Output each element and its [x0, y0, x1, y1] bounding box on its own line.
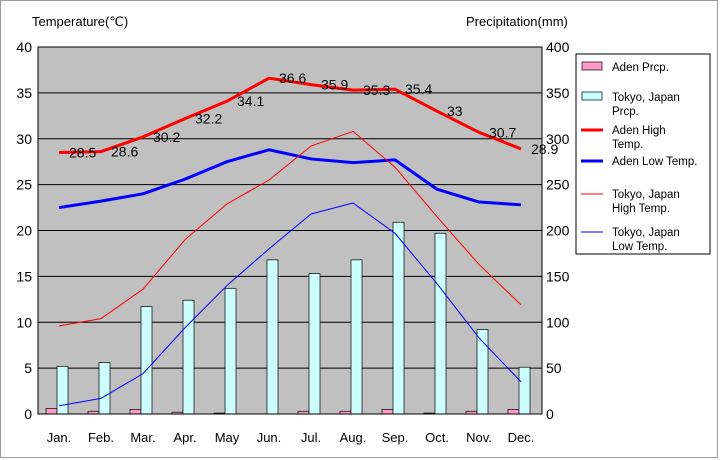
legend-label: Low Temp.: [612, 241, 667, 253]
legend-label: Aden Prcp.: [612, 62, 669, 74]
precip-bar: [507, 409, 520, 415]
data-label: 35.3: [363, 82, 390, 98]
legend: Aden Prcp. Tokyo, Japan Prcp. Aden High Temp…: [575, 53, 711, 255]
precip-bar: [381, 409, 394, 415]
data-label: 35.4: [405, 81, 432, 97]
month-label: Aug.: [340, 430, 367, 445]
left-tick-label: 15: [16, 268, 32, 284]
month-label: Feb.: [88, 430, 114, 445]
right-tick-label: 0: [546, 406, 554, 422]
left-tick-label: 25: [16, 177, 32, 193]
legend-label: Tokyo, Japan: [612, 227, 680, 239]
legend-swatch: [581, 91, 603, 101]
left-tick-label: 0: [24, 406, 32, 422]
temperature-line: [58, 76, 522, 155]
month-label: Oct.: [425, 430, 449, 445]
right-axis-title: Precipitation(mm): [466, 14, 568, 29]
legend-label: Temp.: [612, 139, 643, 151]
month-label: Sep.: [382, 430, 409, 445]
right-tick-label: 300: [546, 131, 570, 147]
data-label: 28.9: [531, 141, 558, 157]
data-label: 34.1: [237, 93, 264, 109]
legend-label: Tokyo, Japan: [612, 189, 680, 201]
precip-bar: [266, 259, 279, 415]
left-tick-label: 10: [16, 314, 32, 330]
legend-label: Tokyo, Japan: [612, 92, 680, 104]
data-label: 36.6: [279, 70, 306, 86]
legend-label: Prcp.: [612, 106, 639, 118]
data-label: 35.9: [321, 77, 348, 93]
precip-bar: [392, 221, 405, 415]
precip-bar: [129, 409, 142, 415]
right-tick-label: 350: [546, 85, 570, 101]
precip-bar: [350, 259, 363, 415]
month-label: Jul.: [301, 430, 321, 445]
precip-bar: [308, 273, 321, 415]
legend-swatch: [581, 61, 603, 71]
precip-bar: [56, 365, 69, 415]
left-tick-label: 30: [16, 131, 32, 147]
precip-bar: [224, 287, 237, 415]
data-label: 28.5: [69, 145, 96, 161]
month-label: Jan.: [47, 430, 72, 445]
precip-bar: [98, 362, 111, 415]
precip-bar: [45, 408, 58, 415]
right-tick-label: 400: [546, 39, 570, 55]
left-tick-label: 20: [16, 223, 32, 239]
right-tick-label: 100: [546, 314, 570, 330]
right-tick-label: 150: [546, 268, 570, 284]
precip-bar: [434, 232, 447, 415]
data-label: 33: [447, 103, 463, 119]
temperature-line: [58, 148, 522, 210]
left-tick-label: 5: [24, 360, 32, 376]
right-tick-label: 50: [546, 360, 562, 376]
right-tick-label: 250: [546, 177, 570, 193]
legend-label: High Temp.: [612, 203, 670, 215]
legend-label: Aden High: [612, 125, 666, 137]
temperature-line: [58, 130, 522, 327]
legend-box: [575, 53, 711, 255]
month-label: Dec.: [508, 430, 535, 445]
precip-bar: [182, 299, 195, 415]
data-label: 30.7: [489, 124, 516, 140]
month-label: Apr.: [173, 430, 196, 445]
precip-bar: [476, 329, 489, 415]
data-label: 32.2: [195, 111, 222, 127]
month-label: Jun.: [257, 430, 282, 445]
temperature-line: [58, 202, 522, 407]
legend-label: Aden Low Temp.: [612, 156, 697, 168]
data-label: 28.6: [111, 144, 138, 160]
data-label: 30.2: [153, 129, 180, 145]
month-label: Mar.: [130, 430, 155, 445]
month-label: May: [215, 430, 240, 445]
plot-border: [37, 46, 543, 415]
precip-bar: [518, 366, 531, 415]
left-tick-label: 35: [16, 85, 32, 101]
left-axis-title: Temperature(℃): [32, 14, 129, 29]
month-label: Nov.: [466, 430, 492, 445]
precip-bar: [140, 306, 153, 415]
right-tick-label: 200: [546, 223, 570, 239]
left-tick-label: 40: [16, 39, 32, 55]
